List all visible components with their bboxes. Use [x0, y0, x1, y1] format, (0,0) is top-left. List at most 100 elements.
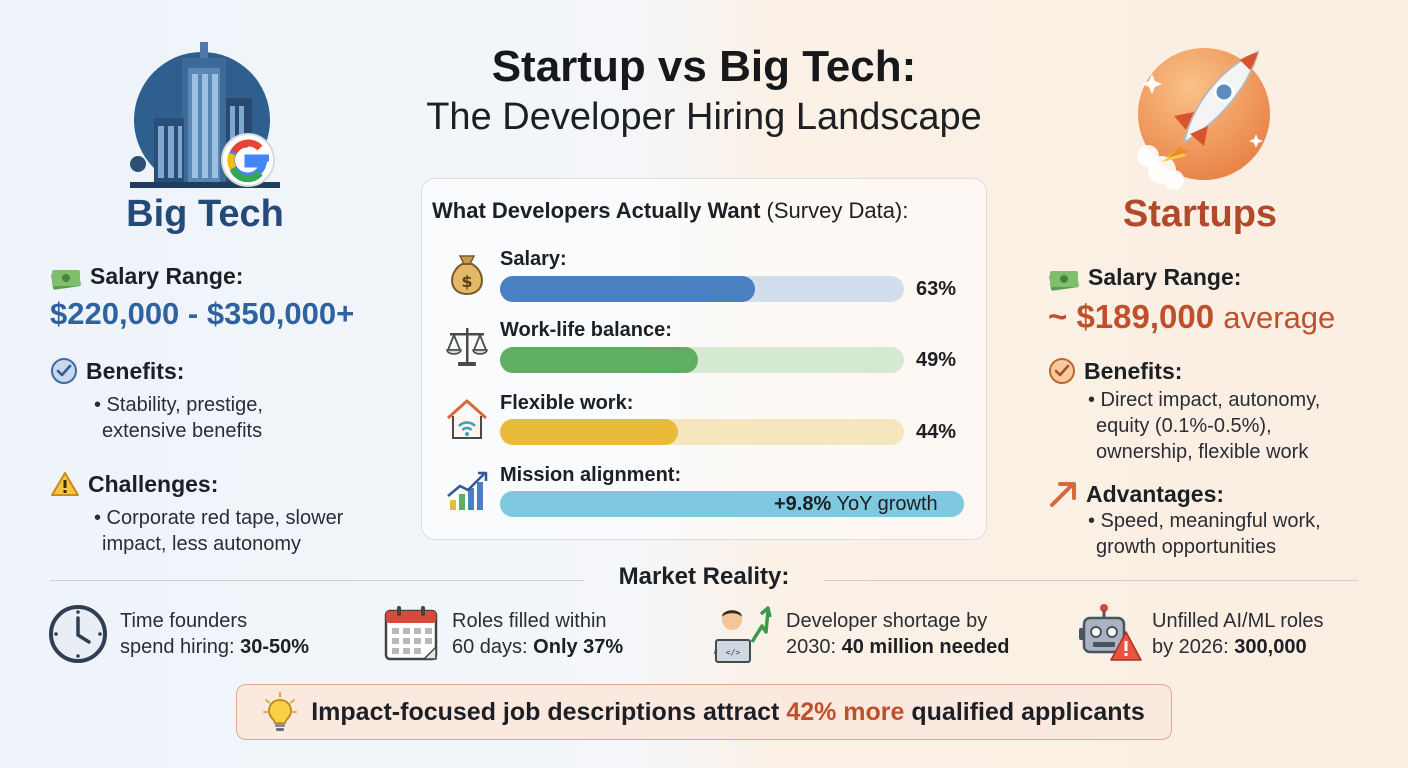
- stat-line: 2030: 40 million needed: [786, 634, 1009, 660]
- clock-icon: [49, 605, 107, 663]
- callout-text-post: qualified applicants: [904, 697, 1145, 726]
- warning-icon: [51, 472, 79, 496]
- big-tech-challenges-label-row: Challenges:: [50, 470, 218, 498]
- survey-bar-fill-salary: [500, 276, 755, 302]
- survey-label-work-life: Work-life balance:: [500, 319, 672, 341]
- stat-text: spend hiring:: [120, 636, 241, 658]
- stat-roles-filled: Roles filled within 60 days: Only 37%: [452, 608, 623, 660]
- startups-salary-label-row: Salary Range:: [1048, 264, 1241, 291]
- scales-icon: [446, 328, 488, 366]
- survey-bar-track-salary: [500, 276, 904, 302]
- stat-value: 30-50%: [240, 636, 310, 658]
- robot-warning-icon: [1079, 604, 1142, 661]
- big-tech-benefits-label-row: Benefits:: [50, 357, 184, 385]
- list-item: • Corporate red tape, slower: [94, 507, 344, 529]
- list-item: impact, less autonomy: [102, 533, 301, 555]
- stat-line: Roles filled within: [452, 610, 607, 632]
- survey-value-salary: 63%: [916, 278, 957, 300]
- stat-line: spend hiring: 30-50%: [120, 634, 309, 660]
- stat-value: 300,000: [1234, 636, 1307, 658]
- home-wifi-icon: [446, 399, 488, 439]
- stat-line: by 2026: 300,000: [1152, 634, 1324, 660]
- survey-label-mission: Mission alignment:: [500, 464, 682, 486]
- list-item: • Direct impact, autonomy,: [1088, 389, 1321, 411]
- startups-advantages-list: • Speed, meaningful work, growth opportu…: [1086, 508, 1321, 560]
- startups-salary-amount: ~ $189,000: [1048, 298, 1215, 335]
- stat-hiring-time: Time founders spend hiring: 30-50%: [120, 608, 309, 660]
- survey-bar-fill-mission: [500, 491, 964, 517]
- startups-benefits-label-row: Benefits:: [1048, 357, 1182, 385]
- survey-bar-track-flexible: [500, 419, 904, 445]
- survey-title-bold: What Developers Actually Want: [432, 198, 761, 223]
- stat-line: Time founders: [120, 610, 248, 632]
- stat-line: 60 days: Only 37%: [452, 634, 623, 660]
- cash-icon: [51, 269, 81, 290]
- list-item: • Speed, meaningful work,: [1088, 510, 1321, 532]
- big-tech-salary-label: Salary Range:: [90, 263, 244, 289]
- divider-left: [50, 580, 584, 581]
- survey-value-work-life: 49%: [916, 349, 957, 371]
- survey-bar-track-mission: [500, 491, 964, 517]
- growth-chart-icon: [447, 471, 488, 510]
- page-subtitle: The Developer Hiring Landscape: [426, 96, 982, 138]
- list-item: extensive benefits: [102, 420, 263, 442]
- survey-label-salary: Salary:: [500, 248, 567, 270]
- check-badge-icon: [1049, 358, 1075, 384]
- startups-heading: Startups: [1122, 193, 1278, 235]
- stat-unfilled-ai-roles: Unfilled AI/ML roles by 2026: 300,000: [1152, 608, 1324, 660]
- big-tech-salary-value: $220,000 - $350,000+: [50, 296, 355, 331]
- survey-growth-mission: +9.8% YoY growth: [774, 493, 938, 516]
- callout-text: Impact-focused job descriptions attract …: [311, 698, 1145, 727]
- stat-value: 40 million needed: [841, 636, 1010, 658]
- callout-highlight: 42% more: [786, 697, 905, 726]
- lightbulb-icon: [263, 692, 298, 731]
- startups-advantages-label-row: Advantages:: [1048, 480, 1224, 508]
- check-circle-icon: [51, 358, 77, 384]
- stat-developer-shortage: Developer shortage by 2030: 40 million n…: [786, 608, 1009, 660]
- building-google-icon: [130, 42, 280, 188]
- developer-icon: </>: [714, 606, 772, 663]
- stat-text: 60 days:: [452, 636, 534, 658]
- survey-value-flexible: 44%: [916, 421, 957, 443]
- arrow-up-right-icon: [1050, 482, 1076, 507]
- stat-line: Developer shortage by: [786, 610, 988, 632]
- survey-bar-fill-flexible: [500, 419, 678, 445]
- calendar-icon: [384, 606, 438, 661]
- list-item: equity (0.1%-0.5%),: [1096, 415, 1272, 437]
- survey-title: What Developers Actually Want (Survey Da…: [432, 198, 908, 224]
- insight-callout: Impact-focused job descriptions attract …: [236, 684, 1172, 740]
- money-bag-icon: $: [451, 255, 483, 296]
- stat-text: by 2026:: [1152, 636, 1235, 658]
- survey-label-flexible: Flexible work:: [500, 392, 634, 414]
- rocket-icon: [1137, 48, 1270, 190]
- big-tech-challenges-label: Challenges:: [88, 470, 219, 497]
- page-title: Startup vs Big Tech:: [491, 42, 917, 91]
- survey-title-rest: (Survey Data):: [760, 198, 909, 223]
- divider-right: [824, 580, 1358, 581]
- big-tech-benefits-label: Benefits:: [86, 357, 185, 384]
- svg-text:</>: </>: [726, 648, 741, 657]
- startups-benefits-list: • Direct impact, autonomy, equity (0.1%-…: [1086, 387, 1320, 465]
- stat-line: Unfilled AI/ML roles: [1152, 610, 1324, 632]
- stat-value: Only 37%: [533, 636, 624, 658]
- cash-icon: [1049, 270, 1079, 291]
- big-tech-heading: Big Tech: [126, 193, 284, 235]
- startups-salary-label: Salary Range:: [1088, 264, 1242, 290]
- growth-label: YoY growth: [831, 493, 938, 515]
- growth-value: +9.8%: [774, 493, 832, 515]
- startups-salary-suffix: average: [1223, 300, 1336, 335]
- startups-salary-value: ~ $189,000 average: [1048, 298, 1335, 336]
- stat-text: 2030:: [786, 636, 842, 658]
- market-reality-title: Market Reality:: [618, 563, 790, 590]
- startups-benefits-label: Benefits:: [1084, 357, 1183, 384]
- big-tech-salary-label-row: Salary Range:: [50, 263, 243, 290]
- list-item: • Stability, prestige,: [94, 394, 263, 416]
- survey-bar-track-work-life: [500, 347, 904, 373]
- svg-text:$: $: [461, 272, 472, 291]
- big-tech-benefits-list: • Stability, prestige, extensive benefit…: [92, 392, 263, 444]
- survey-bar-fill-work-life: [500, 347, 698, 373]
- big-tech-challenges-list: • Corporate red tape, slower impact, les…: [92, 505, 343, 557]
- callout-text-pre: Impact-focused job descriptions attract: [311, 697, 787, 726]
- list-item: growth opportunities: [1096, 536, 1277, 558]
- startups-advantages-label: Advantages:: [1086, 480, 1225, 507]
